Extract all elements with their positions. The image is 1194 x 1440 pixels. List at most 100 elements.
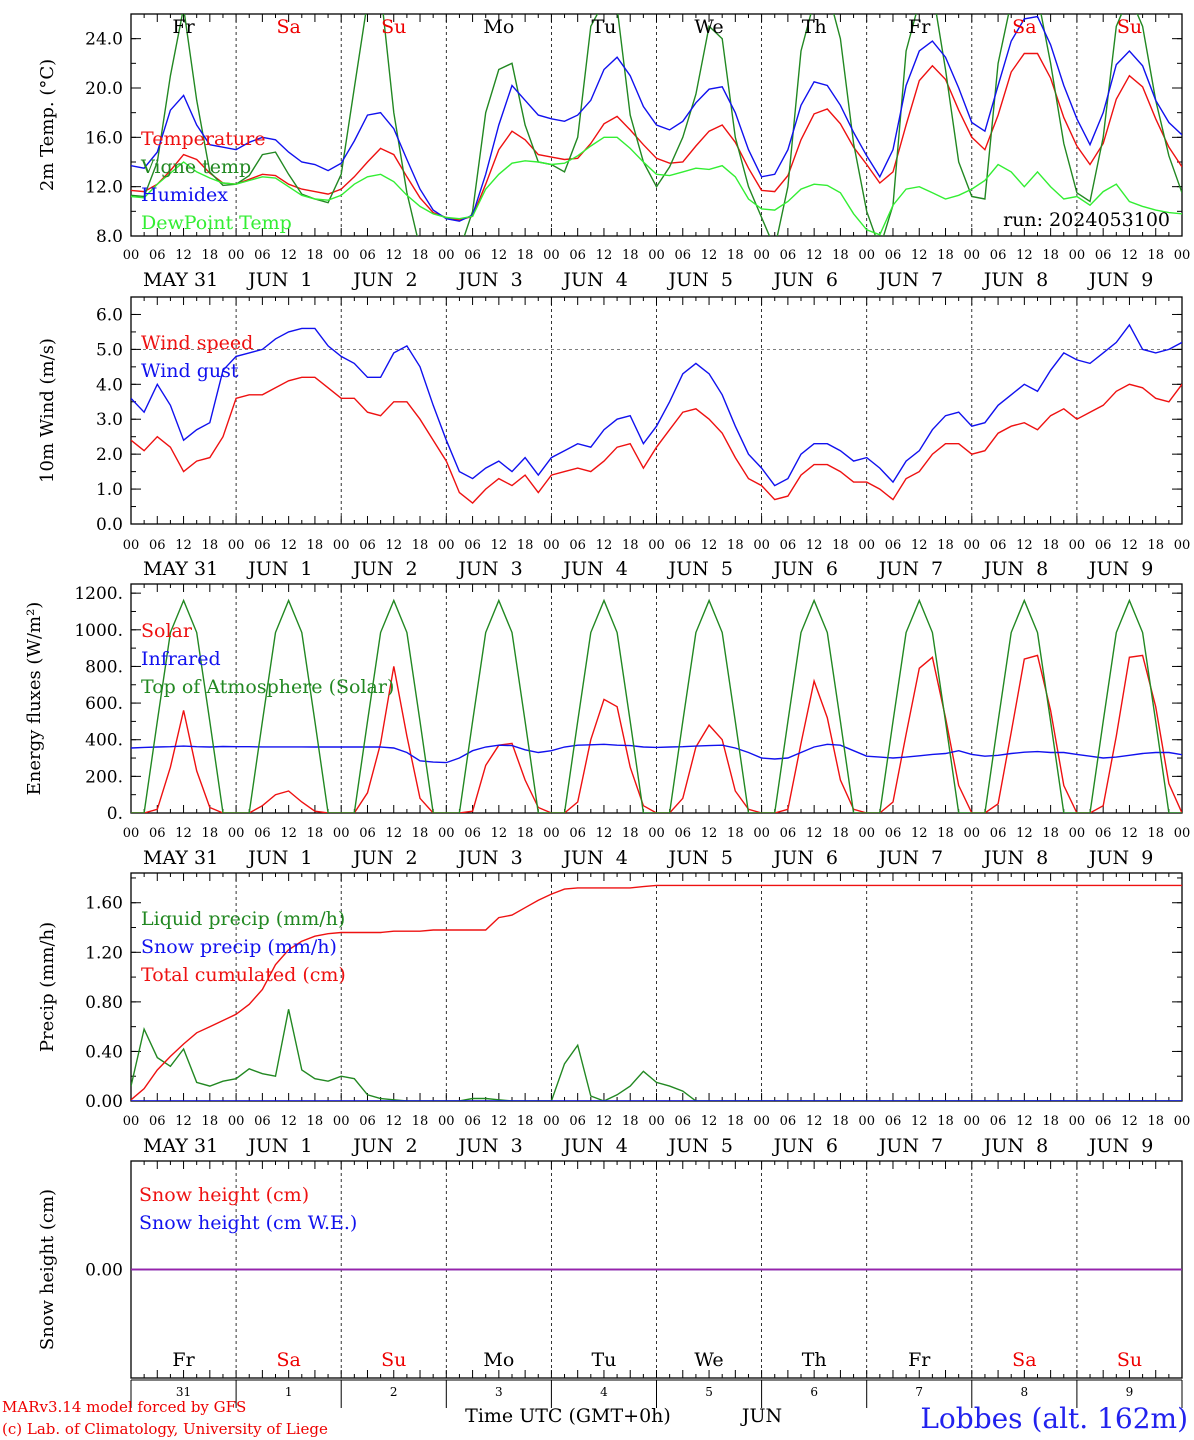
date-label: MAY 31: [143, 269, 218, 291]
hour-label: 06: [1095, 538, 1112, 553]
hour-label: 18: [307, 248, 324, 263]
panel-2: 0.0 1.0 2.0 3.0 4.0 5.0 6.0 10m Wind (m/s) Wind …: [37, 296, 1191, 580]
y-tick-label: 0.00: [85, 1092, 123, 1112]
hour-label: 18: [517, 248, 534, 263]
date-label: JUN 2: [351, 269, 417, 291]
y-axis-label: 2m Temp. (°C): [37, 59, 58, 191]
hour-label: 18: [517, 1114, 534, 1129]
hour-label: 06: [990, 538, 1007, 553]
hour-label: 00: [228, 1114, 245, 1129]
hour-label: 00: [228, 538, 245, 553]
hour-label: 00: [648, 826, 665, 841]
hour-label: 00: [1069, 1114, 1086, 1129]
hour-label: 06: [780, 538, 797, 553]
hour-label: 18: [202, 826, 219, 841]
hour-label: 00: [1174, 538, 1191, 553]
hour-label: 00: [123, 826, 140, 841]
hour-label: 00: [858, 248, 875, 263]
hour-label: 00: [964, 538, 981, 553]
hour-label: 06: [254, 826, 271, 841]
day-name: Th: [802, 16, 827, 38]
hour-label: 06: [359, 1114, 376, 1129]
y-tick-label: 16.0: [85, 128, 123, 148]
hour-label: 00: [333, 826, 350, 841]
hour-label: 00: [543, 826, 560, 841]
hour-label: 12: [175, 538, 192, 553]
series-humidex: [131, 15, 1182, 222]
legend-entry: Solar: [141, 620, 193, 642]
y-tick-label: 1.60: [85, 894, 123, 914]
day-name: Sa: [276, 1349, 300, 1371]
hour-label: 12: [385, 538, 402, 553]
hour-label: 06: [1095, 248, 1112, 263]
date-label: MAY 31: [143, 847, 218, 869]
y-tick-label: 6.0: [96, 305, 123, 325]
hour-label: 06: [780, 248, 797, 263]
hour-label: 18: [412, 538, 429, 553]
series-liquid-precip-mm-h: [131, 1009, 1182, 1101]
day-number: 1: [285, 1385, 293, 1399]
hour-label: 06: [1095, 1114, 1112, 1129]
day-name: Su: [381, 16, 406, 38]
hour-label: 00: [1069, 826, 1086, 841]
hour-label: 18: [1042, 538, 1059, 553]
y-tick-label: 0.00: [85, 1261, 123, 1281]
series-vigne-temp: [131, 14, 1182, 236]
hour-label: 00: [964, 1114, 981, 1129]
hour-label: 18: [937, 248, 954, 263]
month-label: JUN: [740, 1405, 782, 1427]
hour-label: 00: [438, 1114, 455, 1129]
hour-label: 12: [911, 1114, 928, 1129]
hour-label: 06: [464, 826, 481, 841]
date-label: JUN 5: [667, 1135, 733, 1157]
hour-label: 06: [254, 538, 271, 553]
hour-label: 18: [412, 1114, 429, 1129]
date-label: JUN 3: [456, 269, 522, 291]
y-tick-label: 20.0: [85, 79, 123, 99]
hour-label: 12: [280, 538, 297, 553]
hour-label: 18: [1042, 1114, 1059, 1129]
y-axis-label: Energy fluxes (W/m²): [24, 602, 45, 796]
date-label: JUN 3: [456, 847, 522, 869]
day-name: Mo: [483, 16, 514, 38]
hour-label: 00: [438, 826, 455, 841]
hour-label: 12: [280, 826, 297, 841]
legend-entry: Snow height (cm W.E.): [139, 1212, 357, 1234]
hour-label: 00: [1174, 826, 1191, 841]
y-tick-label: 600.: [85, 694, 123, 714]
date-label: JUN 7: [877, 847, 943, 869]
series-group: [131, 14, 1182, 236]
date-label: MAY 31: [143, 558, 218, 580]
hour-label: 00: [753, 1114, 770, 1129]
time-axis-title: Time UTC (GMT+0h): [465, 1405, 671, 1427]
hour-label: 18: [832, 538, 849, 553]
date-label: JUN 4: [561, 558, 627, 580]
legend-entry: Temperature: [141, 128, 265, 150]
day-name: Fr: [172, 1349, 195, 1371]
legend-entry: Top of Atmosphere (Solar): [141, 676, 394, 698]
hour-label: 00: [228, 248, 245, 263]
day-number: 7: [915, 1385, 923, 1399]
hour-label: 12: [491, 826, 508, 841]
hour-label: 12: [1016, 1114, 1033, 1129]
date-label: JUN 7: [877, 558, 943, 580]
day-name: Fr: [908, 1349, 931, 1371]
day-name: We: [694, 1349, 723, 1371]
hour-label: 12: [806, 826, 823, 841]
day-number: 31: [176, 1385, 191, 1399]
series-dewpoint-temp: [131, 136, 1182, 236]
hour-label: 06: [254, 1114, 271, 1129]
hour-label: 12: [701, 1114, 718, 1129]
y-axis-label: Snow height (cm): [37, 1189, 58, 1350]
date-label: JUN 4: [561, 847, 627, 869]
hour-label: 06: [464, 248, 481, 263]
series-top-of-atmosphere-solar: [131, 598, 1182, 813]
hour-label: 00: [333, 1114, 350, 1129]
legend-entry: Vigne temp: [140, 156, 251, 178]
hour-label: 12: [1016, 248, 1033, 263]
day-number: 2: [390, 1385, 398, 1399]
hour-label: 06: [149, 538, 166, 553]
hour-label: 18: [832, 826, 849, 841]
hour-label: 12: [806, 538, 823, 553]
